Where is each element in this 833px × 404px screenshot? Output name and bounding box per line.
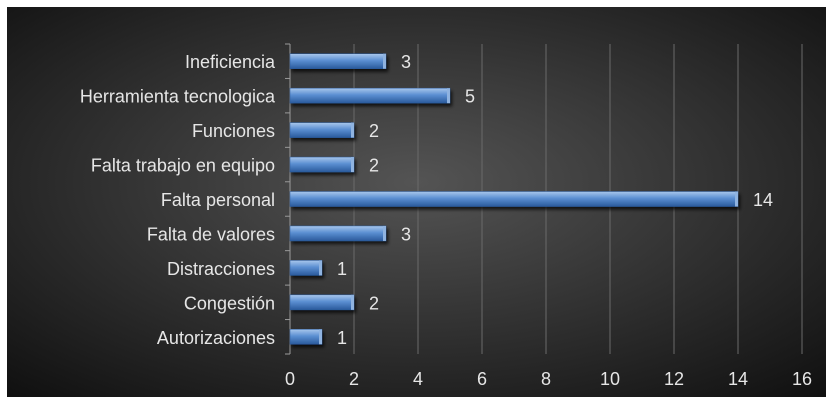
category-label: Falta personal: [161, 190, 275, 210]
data-label: 3: [401, 52, 411, 72]
bar-end-cap: [735, 191, 738, 207]
bar-body: [289, 156, 355, 173]
bar-body: [289, 329, 323, 345]
data-label: 2: [369, 156, 379, 176]
bar-end-cap: [447, 88, 450, 104]
data-label: 1: [337, 259, 347, 279]
bar: [289, 53, 387, 69]
data-label: 14: [753, 190, 773, 210]
x-tick-label: 12: [664, 369, 684, 389]
bar: [289, 156, 355, 173]
bar-end-cap: [351, 294, 354, 310]
category-label: Distracciones: [167, 259, 275, 279]
bar-body: [289, 87, 451, 104]
x-tick-label: 8: [541, 369, 551, 389]
bar-end-cap: [351, 157, 354, 173]
data-label: 1: [337, 328, 347, 348]
chart-area: 3 5 2 2 14 3 1 2 1 Ineficiencia Herramienta tecno…: [7, 7, 826, 397]
x-tick-label: 2: [349, 369, 359, 389]
x-tick-label: 4: [413, 369, 423, 389]
category-label: Congestión: [184, 293, 275, 313]
category-label: Funciones: [192, 121, 275, 141]
bar: [289, 87, 451, 104]
x-tick-label: 16: [792, 369, 812, 389]
bar-body: [289, 122, 355, 138]
data-labels: 3 5 2 2 14 3 1 2 1: [337, 52, 773, 348]
category-label: Falta de valores: [147, 224, 275, 244]
bar: [289, 191, 739, 207]
bar: [289, 329, 323, 345]
bar-body: [289, 260, 323, 276]
bar-body: [289, 225, 387, 242]
bar: [289, 122, 355, 138]
bar-end-cap: [351, 122, 354, 138]
x-tick-labels: 0 2 4 6 8 10 12 14 16: [285, 369, 812, 389]
bar-body: [289, 53, 387, 69]
bars: [289, 53, 739, 345]
bar: [289, 260, 323, 276]
category-label: Ineficiencia: [185, 52, 276, 72]
bar: [289, 294, 355, 311]
category-labels: Ineficiencia Herramienta tecnologica Funci…: [80, 52, 276, 348]
bar-body: [289, 191, 739, 207]
bar-body: [289, 294, 355, 311]
x-tick-label: 10: [600, 369, 620, 389]
category-label: Falta trabajo en equipo: [91, 156, 275, 176]
bar: [289, 225, 387, 242]
x-tick-label: 14: [728, 369, 748, 389]
data-label: 3: [401, 224, 411, 244]
data-label: 5: [465, 87, 475, 107]
bar-end-cap: [383, 225, 386, 241]
data-label: 2: [369, 121, 379, 141]
bar-end-cap: [383, 53, 386, 69]
x-tick-label: 6: [477, 369, 487, 389]
bar-end-cap: [319, 329, 322, 345]
x-tick-label: 0: [285, 369, 295, 389]
category-label: Autorizaciones: [157, 328, 275, 348]
data-label: 2: [369, 293, 379, 313]
bar-end-cap: [319, 260, 322, 276]
category-label: Herramienta tecnologica: [80, 87, 276, 107]
